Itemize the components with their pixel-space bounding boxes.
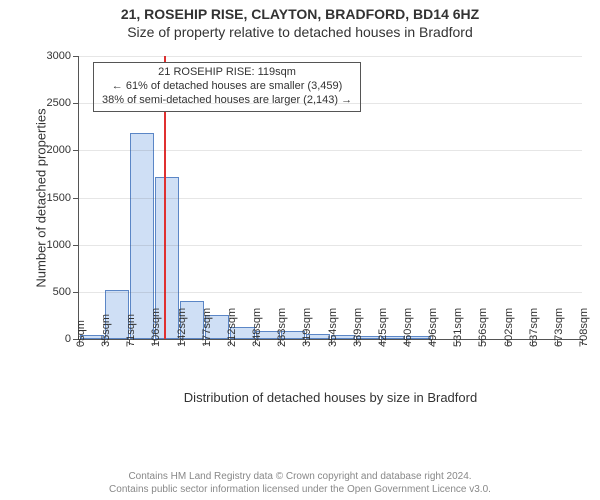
x-tick-label: 389sqm: [352, 308, 364, 347]
x-tick-label: 602sqm: [503, 308, 515, 347]
annotation-line1: 21 ROSEHIP RISE: 119sqm: [102, 66, 352, 80]
x-tick-label: 531sqm: [452, 308, 464, 347]
plot-area: Number of detached properties 21 ROSEHIP…: [78, 56, 582, 340]
footer-attribution: Contains HM Land Registry data © Crown c…: [0, 470, 600, 496]
x-tick-label: 248sqm: [251, 308, 263, 347]
x-tick-label: 496sqm: [427, 308, 439, 347]
x-tick-label: 177sqm: [201, 308, 213, 347]
y-tick-label: 500: [53, 286, 79, 298]
x-tick-label: 0sqm: [75, 320, 87, 347]
annotation-line3: 38% of semi-detached houses are larger (…: [102, 94, 352, 108]
x-tick-label: 71sqm: [125, 314, 137, 347]
x-tick-label: 142sqm: [176, 308, 188, 347]
x-axis-label: Distribution of detached houses by size …: [79, 390, 582, 405]
y-tick-label: 1500: [47, 192, 79, 204]
y-tick-label: 2500: [47, 97, 79, 109]
title-subtitle: Size of property relative to detached ho…: [0, 22, 600, 46]
chart-region: Number of detached properties 21 ROSEHIP…: [48, 50, 588, 410]
x-tick-label: 637sqm: [528, 308, 540, 347]
title-address: 21, ROSEHIP RISE, CLAYTON, BRADFORD, BD1…: [0, 0, 600, 22]
footer-line2: Contains public sector information licen…: [0, 483, 600, 496]
x-tick-label: 35sqm: [100, 314, 112, 347]
annotation-line2: ← 61% of detached houses are smaller (3,…: [102, 80, 352, 94]
x-tick-label: 460sqm: [402, 308, 414, 347]
y-tick-label: 3000: [47, 50, 79, 62]
x-tick-label: 566sqm: [477, 308, 489, 347]
annotation-box: 21 ROSEHIP RISE: 119sqm ← 61% of detache…: [93, 62, 361, 112]
x-tick-label: 106sqm: [150, 308, 162, 347]
chart-container: 21, ROSEHIP RISE, CLAYTON, BRADFORD, BD1…: [0, 0, 600, 500]
y-tick-label: 2000: [47, 144, 79, 156]
x-tick-label: 425sqm: [377, 308, 389, 347]
x-tick-label: 354sqm: [327, 308, 339, 347]
footer-line1: Contains HM Land Registry data © Crown c…: [0, 470, 600, 483]
x-tick-label: 673sqm: [553, 308, 565, 347]
y-tick-label: 1000: [47, 239, 79, 251]
x-tick-label: 212sqm: [226, 308, 238, 347]
x-tick-label: 283sqm: [276, 308, 288, 347]
x-tick-label: 319sqm: [301, 308, 313, 347]
x-tick-label: 708sqm: [578, 308, 590, 347]
